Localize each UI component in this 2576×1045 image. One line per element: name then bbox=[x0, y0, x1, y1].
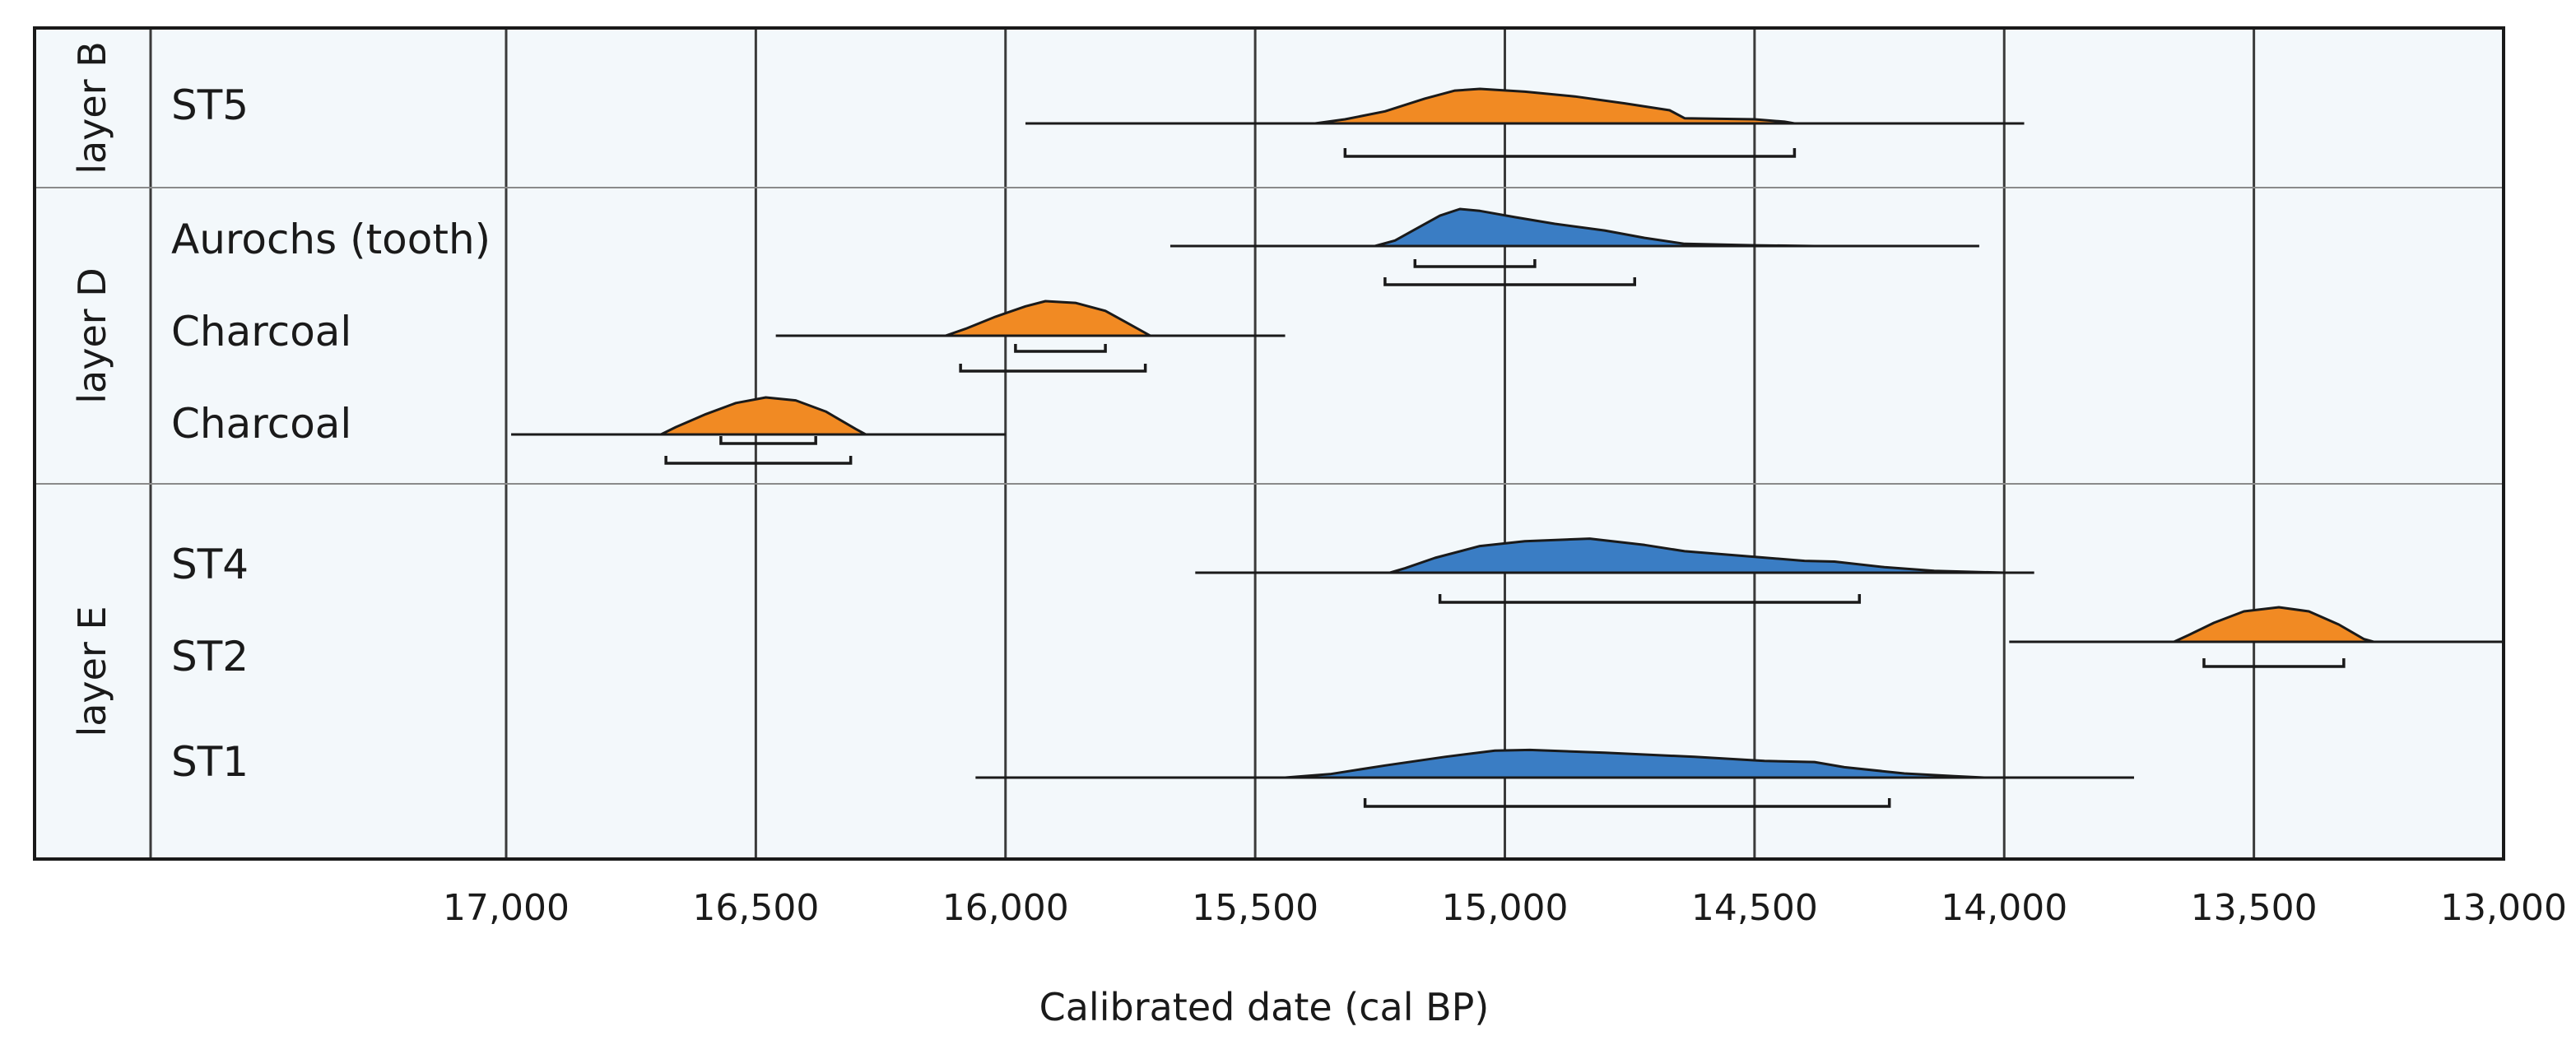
interval-bracket-L1-S0-0 bbox=[1413, 259, 1537, 268]
tick-label-16500: 16,500 bbox=[692, 887, 819, 929]
interval-bracket-L1-S0-1 bbox=[1383, 277, 1637, 286]
row-label-charcoal-2: Charcoal bbox=[171, 400, 351, 448]
row-label-charcoal-1: Charcoal bbox=[171, 308, 351, 355]
interval-bracket-L0-S0-0 bbox=[1343, 148, 1797, 158]
tick-label-14000: 14,000 bbox=[1941, 887, 2067, 929]
tick-label-13500: 13,500 bbox=[2191, 887, 2318, 929]
distribution-L1-S1 bbox=[944, 300, 1152, 337]
interval-bracket-L2-S0-0 bbox=[1438, 594, 1862, 604]
layer-label-e: layer E bbox=[70, 606, 114, 736]
layer-label-d: layer D bbox=[70, 267, 114, 403]
sample-marks bbox=[511, 87, 2504, 808]
interval-bracket-L1-S1-0 bbox=[1014, 344, 1107, 353]
distribution-L2-S0 bbox=[1388, 537, 2006, 574]
interval-bracket-L1-S1-1 bbox=[959, 364, 1147, 373]
tick-label-17000: 17,000 bbox=[443, 887, 570, 929]
interval-bracket-L1-S2-0 bbox=[719, 436, 817, 445]
tick-label-15500: 15,500 bbox=[1192, 887, 1318, 929]
tick-label-16000: 16,000 bbox=[942, 887, 1069, 929]
tick-label-13000: 13,000 bbox=[2440, 887, 2567, 929]
tick-label-14500: 14,500 bbox=[1691, 887, 1818, 929]
interval-bracket-L1-S2-1 bbox=[664, 456, 853, 465]
x-gridlines bbox=[505, 28, 2256, 859]
distribution-L2-S2 bbox=[1284, 748, 1986, 779]
layer-label-b: layer B bbox=[70, 41, 114, 174]
row-label-aurochs-tooth: Aurochs (tooth) bbox=[171, 216, 491, 263]
distribution-L0-S0 bbox=[1314, 87, 1796, 125]
plot-frame bbox=[33, 26, 2505, 861]
row-label-st2: ST2 bbox=[171, 633, 249, 680]
tick-label-15000: 15,000 bbox=[1442, 887, 1569, 929]
row-label-st5: ST5 bbox=[171, 81, 249, 129]
interval-bracket-L2-S1-0 bbox=[2202, 658, 2346, 668]
x-tick-labels: 17,000 16,500 16,000 15,500 15,000 14,500 14,0… bbox=[443, 887, 2567, 929]
distribution-L2-S1 bbox=[2173, 606, 2375, 643]
row-label-st4: ST4 bbox=[171, 541, 249, 588]
row-label-st1: ST1 bbox=[171, 738, 249, 786]
interval-bracket-L2-S2-0 bbox=[1363, 798, 1891, 808]
distribution-L1-S2 bbox=[659, 396, 867, 436]
plot-panel bbox=[35, 28, 2504, 859]
x-axis-title: Calibrated date (cal BP) bbox=[1039, 985, 1490, 1029]
